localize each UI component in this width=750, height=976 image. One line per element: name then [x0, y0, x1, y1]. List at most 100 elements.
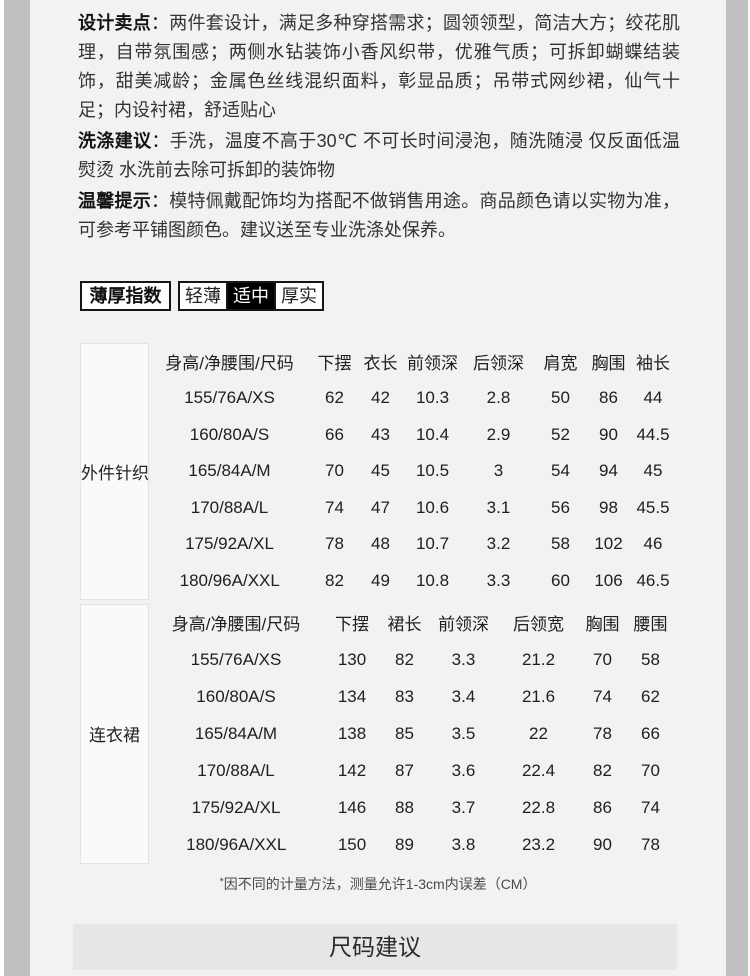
size-value-cell: 142 [337, 760, 367, 780]
size-value-cell: 46 [643, 534, 663, 554]
size-value-cell: 3.6 [451, 760, 476, 780]
size-table-row: 175/92A/XL 78 48 10.7 3.2 58 102 46 [81, 526, 676, 563]
size-value-cell: 82 [395, 649, 414, 669]
size-value-cell: 78 [641, 834, 660, 854]
size-value-cell: 45.5 [636, 497, 670, 517]
size-value-cell: 98 [599, 497, 618, 517]
size-value-cell: 155/76A/XS [190, 649, 282, 669]
size-value-cell: 3.3 [486, 570, 511, 590]
paragraph-text: 两件套设计，满足多种穿搭需求；圆领领型，简洁大方；绞花肌理，自带氛围感；两侧水钻… [78, 13, 680, 120]
size-value-cell: 44.5 [636, 424, 670, 444]
size-value-cell: 87 [395, 760, 414, 780]
size-value-cell: 94 [599, 461, 618, 481]
size-table-category-label: 连衣裙 [80, 603, 149, 864]
column-header: 衣长 [363, 354, 398, 374]
paragraph-text: 手洗，温度不高于30℃ 不可长时间浸泡，随洗随浸 仅反面低温熨烫 水洗前去除可拆… [78, 131, 681, 180]
size-value-cell: 160/80A/S [189, 424, 270, 444]
size-value-cell: 74 [641, 797, 660, 817]
size-value-cell: 86 [593, 797, 612, 817]
size-value-cell: 83 [395, 686, 414, 706]
size-suggestion-banner: 尺码建议 [73, 923, 677, 970]
size-value-cell: 52 [551, 424, 570, 444]
thickness-option-thick[interactable]: 厚实 [274, 283, 322, 309]
size-value-cell: 10.3 [415, 388, 450, 408]
size-value-cell: 146 [337, 797, 367, 817]
paragraph-text: 模特佩戴配饰均为搭配不做销售用途。商品颜色请以实物为准，可参考平铺图颜色。建议送… [78, 191, 680, 240]
column-header: 袖长 [636, 354, 670, 374]
size-table-row: 160/80A/S 134 83 3.4 21.6 74 62 [81, 678, 675, 715]
paragraph-washing-advice: 洗涤建议：手洗，温度不高于30℃ 不可长时间浸泡，随洗随浸 仅反面低温熨烫 水洗… [78, 131, 681, 180]
size-value-cell: 165/84A/M [194, 723, 278, 743]
size-value-cell: 74 [325, 497, 344, 517]
column-header: 下摆 [335, 615, 369, 634]
size-value-cell: 86 [599, 388, 618, 408]
size-value-cell: 22.8 [521, 797, 556, 817]
size-value-cell: 160/80A/S [196, 686, 276, 706]
column-header: 肩宽 [543, 354, 578, 374]
size-table-outer-knit: 外件针织 身高/净腰围/尺码 下摆 衣长 前领深 后领深 肩宽 胸围 袖长 155/76A/XS 6… [80, 343, 676, 600]
size-table-header-row: 外件针织 身高/净腰围/尺码 下摆 衣长 前领深 后领深 肩宽 胸围 袖长 [80, 343, 676, 600]
size-table-row: 165/84A/M 70 45 10.5 3 54 94 45 [81, 453, 676, 490]
size-value-cell: 10.4 [415, 424, 450, 444]
size-value-cell: 3.5 [451, 723, 476, 743]
paragraph-label: 洗涤建议 [78, 131, 152, 151]
size-value-cell: 48 [371, 534, 390, 554]
size-value-cell: 175/92A/XL [191, 797, 281, 817]
size-value-cell: 66 [325, 424, 344, 444]
size-value-cell: 23.2 [521, 834, 556, 854]
size-value-cell: 106 [594, 570, 623, 590]
size-table-row: 165/84A/M 138 85 3.5 22 78 66 [81, 715, 675, 752]
size-value-cell: 70 [641, 760, 660, 780]
thickness-option-medium[interactable]: 适中 [226, 283, 274, 309]
size-value-cell: 21.2 [521, 649, 556, 669]
size-value-cell: 165/84A/M [188, 461, 271, 481]
size-value-cell: 22.4 [521, 760, 556, 780]
thickness-index-label: 薄厚指数 [80, 281, 171, 311]
size-table-category-label: 外件针织 [80, 343, 149, 600]
size-value-cell: 3.2 [486, 534, 511, 554]
size-value-cell: 138 [337, 723, 367, 743]
column-header: 下摆 [317, 354, 352, 374]
size-value-cell: 180/96A/XXL [186, 834, 287, 854]
column-header: 后领宽 [513, 615, 564, 634]
column-header: 胸围 [591, 354, 626, 374]
size-value-cell: 46.5 [636, 570, 670, 590]
description-paragraphs: 设计卖点：两件套设计，满足多种穿搭需求；圆领领型，简洁大方；绞花肌理，自带氛围感… [30, 0, 726, 245]
size-table-dress: 连衣裙 身高/净腰围/尺码 下摆 裙长 前领深 后领宽 胸围 腰围 155/76A/XS 130 8… [80, 603, 675, 864]
size-value-cell: 130 [337, 649, 367, 669]
size-value-cell: 58 [551, 534, 570, 554]
size-value-cell: 2.8 [486, 388, 511, 408]
size-value-cell: 54 [551, 461, 570, 481]
column-header: 前领深 [407, 354, 458, 374]
size-value-cell: 3.1 [486, 497, 511, 517]
size-value-cell: 3.7 [451, 797, 476, 817]
size-value-cell: 45 [371, 461, 390, 481]
thickness-options-group: 轻薄 适中 厚实 [178, 281, 324, 311]
size-value-cell: 82 [593, 760, 612, 780]
size-table-row: 155/76A/XS 130 82 3.3 21.2 70 58 [81, 641, 675, 678]
size-value-cell: 10.7 [415, 534, 450, 554]
column-header: 裙长 [387, 615, 422, 634]
product-detail-content: 设计卖点：两件套设计，满足多种穿搭需求；圆领领型，简洁大方；绞花肌理，自带氛围感… [30, 0, 726, 976]
size-value-cell: 62 [325, 388, 344, 408]
column-header: 身高/净腰围/尺码 [165, 354, 294, 374]
size-value-cell: 170/88A/L [190, 497, 269, 517]
paragraph-warm-tips: 温馨提示：模特佩戴配饰均为搭配不做销售用途。商品颜色请以实物为准，可参考平铺图颜… [78, 191, 680, 240]
size-value-cell: 3.3 [451, 649, 476, 669]
size-value-cell: 78 [325, 534, 344, 554]
size-table-row: 180/96A/XXL 150 89 3.8 23.2 90 78 [81, 826, 675, 863]
size-value-cell: 22 [529, 723, 548, 743]
column-header: 身高/净腰围/尺码 [171, 615, 301, 634]
size-table-row: 180/96A/XXL 82 49 10.8 3.3 60 106 46.5 [81, 563, 676, 600]
size-value-cell: 90 [599, 424, 618, 444]
size-value-cell: 134 [337, 686, 367, 706]
column-header: 胸围 [585, 615, 620, 634]
size-table-row: 170/88A/L 142 87 3.6 22.4 82 70 [81, 752, 675, 789]
column-header: 后领深 [473, 354, 524, 374]
thickness-option-light[interactable]: 轻薄 [185, 286, 221, 306]
size-value-cell: 21.6 [521, 686, 556, 706]
size-value-cell: 175/92A/XL [185, 534, 274, 554]
size-value-cell: 58 [641, 649, 660, 669]
size-value-cell: 78 [593, 723, 612, 743]
size-value-cell: 170/88A/L [197, 760, 275, 780]
